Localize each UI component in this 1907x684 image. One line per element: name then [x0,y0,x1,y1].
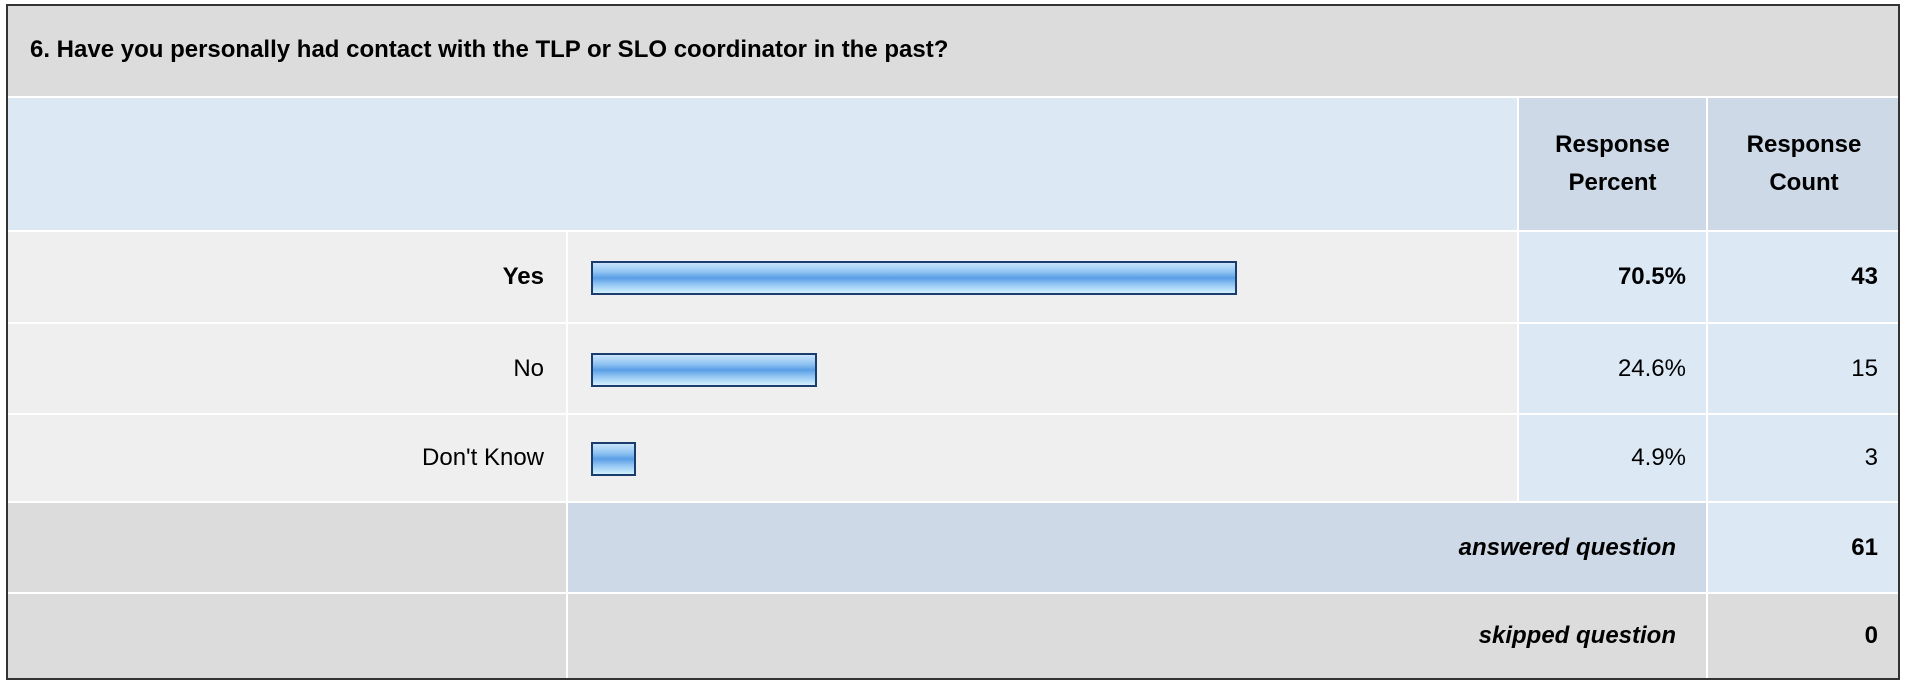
header-percent: Response Percent [1519,98,1708,232]
header-blank [6,98,1519,232]
answer-label: Don't Know [6,415,568,503]
percent-cell: 70.5% [1519,232,1708,324]
percent-cell: 24.6% [1519,324,1708,415]
summary-label: skipped question [1478,622,1676,649]
summary-label-cell: skipped question [568,594,1708,680]
count-cell: 15 [1708,324,1900,415]
answer-label: No [6,324,568,415]
percent-label: 70.5% [1617,263,1686,290]
question-title: 6. Have you personally had contact with … [30,36,949,63]
category-label: Don't Know [422,444,544,471]
bar [591,442,636,476]
column-header: Response Percent [1555,131,1670,196]
count-label: 15 [1851,354,1878,382]
bar [591,352,817,387]
percent-label: 4.9% [1631,444,1686,471]
count-cell: 3 [1708,415,1900,503]
bar-cell [568,415,1519,503]
category-label: No [513,354,544,382]
summary-blank [6,594,568,680]
column-header: Response Count [1746,131,1862,196]
count-label: 3 [1864,444,1878,471]
summary-blank [6,503,568,594]
header-count: Response Count [1708,98,1900,232]
summary-count-cell: 0 [1708,594,1900,680]
summary-value: 61 [1851,533,1878,561]
title-row: 6. Have you personally had contact with … [6,4,1900,98]
count-cell: 43 [1708,232,1900,324]
percent-cell: 4.9% [1519,415,1708,503]
percent-label: 24.6% [1617,354,1686,382]
bar [591,261,1238,295]
summary-label-cell: answered question [568,503,1708,594]
count-label: 43 [1851,263,1878,290]
answer-label: Yes [6,232,568,324]
summary-value: 0 [1864,622,1878,649]
category-label: Yes [502,263,544,290]
summary-count-cell: 61 [1708,503,1900,594]
summary-label: answered question [1458,533,1676,561]
